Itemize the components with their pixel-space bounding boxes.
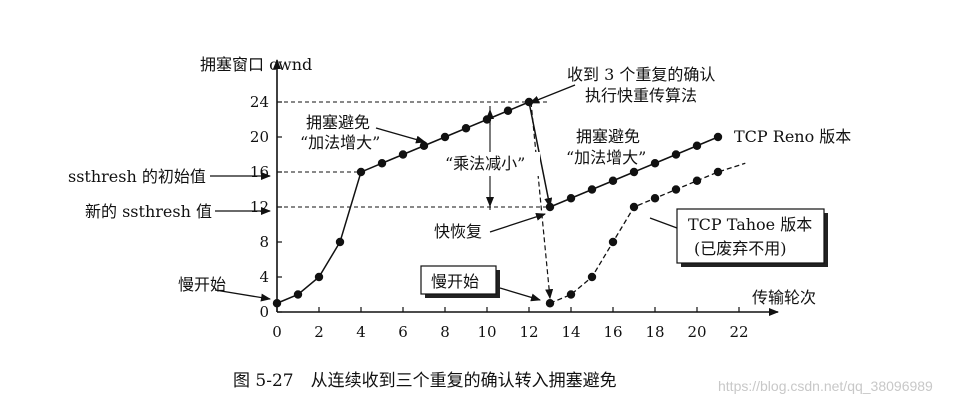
y-tick-label: 0 xyxy=(259,303,269,321)
reno-point xyxy=(566,194,576,203)
x-tick-label: 0 xyxy=(272,323,282,341)
congestion-avoidance-left-2: “加法增大” xyxy=(300,133,380,152)
reno-point xyxy=(587,185,597,194)
ca-left-arrow xyxy=(375,127,426,144)
reno-point xyxy=(440,132,450,142)
tahoe-point xyxy=(692,176,702,185)
reno-point xyxy=(713,132,723,142)
dup-ack-arrow xyxy=(529,84,576,104)
md-label-bg xyxy=(441,152,540,176)
series-tahoe xyxy=(530,101,746,308)
reno-point xyxy=(398,150,408,159)
x-tick-label: 12 xyxy=(519,323,538,341)
reno-point xyxy=(272,299,282,308)
tahoe-point xyxy=(566,290,576,299)
tahoe-label-2: (已废弃不用) xyxy=(694,239,787,258)
reno-point xyxy=(461,124,471,133)
tahoe-line xyxy=(549,162,746,304)
ssthresh-new-label: 新的 ssthresh 值 xyxy=(85,202,212,221)
x-tick-label: 22 xyxy=(729,323,748,341)
tahoe-point xyxy=(671,185,681,194)
reno-point xyxy=(629,167,639,177)
tahoe-point xyxy=(608,237,618,247)
dup-ack-label-1: 收到 3 个重复的确认 xyxy=(567,65,715,84)
y-tick-label: 24 xyxy=(250,93,269,111)
reno-label: TCP Reno 版本 xyxy=(734,127,851,146)
reno-point xyxy=(293,290,303,299)
dup-ack-label-2: 执行快重传算法 xyxy=(585,86,697,105)
congestion-avoidance-right-2: “加法增大” xyxy=(566,148,646,167)
y-tick-label: 8 xyxy=(259,233,269,251)
figure-caption: 图 5-27 从连续收到三个重复的确认转入拥塞避免 xyxy=(233,371,617,391)
tahoe-point xyxy=(587,272,597,282)
congestion-avoidance-left-1: 拥塞避免 xyxy=(306,113,370,132)
fast-recovery-label: 快恢复 xyxy=(434,222,482,241)
reference-lines xyxy=(277,101,552,208)
tahoe-point xyxy=(650,194,660,203)
slow-start-label-boxed: 慢开始 xyxy=(431,272,479,291)
tahoe-point xyxy=(629,202,639,212)
tahoe-point xyxy=(545,299,555,308)
x-tick-label: 4 xyxy=(356,323,366,341)
reno-point xyxy=(503,106,513,115)
y-axis-label: 拥塞窗口 cwnd xyxy=(200,55,312,74)
x-tick-label: 8 xyxy=(440,323,450,341)
tahoe-drop-line xyxy=(530,101,554,300)
slow-start-label-left: 慢开始 xyxy=(178,275,226,294)
slow-start-boxed-arrow xyxy=(499,287,541,302)
reno-point xyxy=(692,141,702,150)
x-tick-label: 6 xyxy=(398,323,408,341)
reno-point xyxy=(419,141,429,150)
x-tick-label: 20 xyxy=(687,323,706,341)
tahoe-point xyxy=(713,167,723,177)
y-tick-label: 12 xyxy=(250,198,269,216)
reno-point xyxy=(545,202,555,212)
y-tick-label: 16 xyxy=(250,163,269,181)
x-tick-label: 16 xyxy=(603,323,622,341)
congestion-avoidance-right-1: 拥塞避免 xyxy=(576,127,640,146)
x-tick-label: 2 xyxy=(314,323,324,341)
tahoe-label-box xyxy=(676,208,825,264)
watermark: https://blog.csdn.net/qq_38096989 xyxy=(718,378,933,394)
reno-point xyxy=(377,159,387,168)
reno-point xyxy=(356,167,366,177)
x-axis-label: 传输轮次 xyxy=(752,288,816,307)
slow-start-left-arrow xyxy=(214,289,271,302)
tahoe-label-1: TCP Tahoe 版本 xyxy=(688,215,812,234)
y-tick-label: 4 xyxy=(259,268,269,286)
y-tick-label: 20 xyxy=(250,128,269,146)
reno-point xyxy=(314,272,324,282)
tahoe-pointer xyxy=(649,217,678,229)
x-ticks: 0 2 4 6 8 10 12 14 16 18 20 22 xyxy=(272,307,749,341)
reno-point xyxy=(650,159,660,168)
x-tick-label: 14 xyxy=(561,323,580,341)
axes xyxy=(273,59,779,316)
reno-point xyxy=(608,176,618,185)
multiplicative-decrease-label: “乘法减小” xyxy=(445,154,525,173)
fast-recovery-arrow xyxy=(489,212,546,233)
x-tick-label: 18 xyxy=(645,323,664,341)
x-tick-label: 10 xyxy=(477,323,496,341)
slow-start-box xyxy=(420,265,497,295)
ssthresh-initial-label: ssthresh 的初始值 xyxy=(68,167,206,186)
reno-point xyxy=(671,150,681,159)
reno-point xyxy=(335,237,345,247)
